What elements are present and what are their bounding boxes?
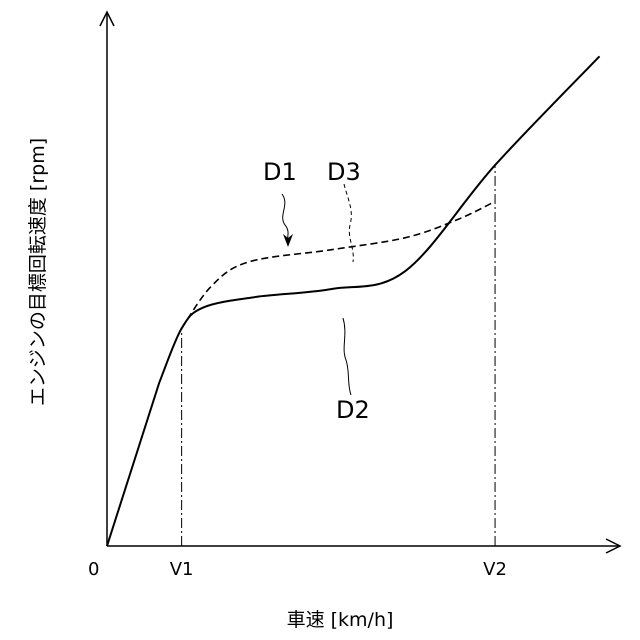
annotation-d1: D1 bbox=[263, 158, 297, 186]
x-tick-label-v2: V2 bbox=[483, 559, 507, 580]
d2-leader bbox=[343, 318, 351, 395]
series-d2-line bbox=[107, 56, 600, 546]
annotation-d2: D2 bbox=[336, 396, 370, 424]
series-d3-line bbox=[182, 201, 496, 328]
origin-label: 0 bbox=[88, 559, 99, 580]
x-tick-label-v1: V1 bbox=[170, 559, 194, 580]
annotation-d3: D3 bbox=[327, 158, 361, 186]
y-axis-label: エンジンの目標回転速度 [rpm] bbox=[27, 138, 49, 406]
d3-leader bbox=[344, 184, 353, 262]
x-axis-label: 車速 [km/h] bbox=[287, 609, 394, 631]
